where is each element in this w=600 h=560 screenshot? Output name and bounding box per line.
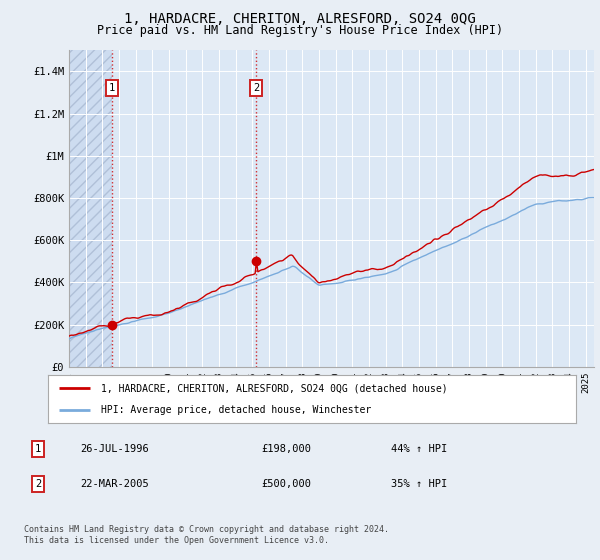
- Text: £500,000: £500,000: [261, 479, 311, 489]
- Text: 1: 1: [35, 444, 41, 454]
- Bar: [69, 50, 112, 367]
- Text: 22-MAR-2005: 22-MAR-2005: [80, 479, 149, 489]
- Text: 1, HARDACRE, CHERITON, ALRESFORD, SO24 0QG: 1, HARDACRE, CHERITON, ALRESFORD, SO24 0…: [124, 12, 476, 26]
- Text: Price paid vs. HM Land Registry's House Price Index (HPI): Price paid vs. HM Land Registry's House …: [97, 24, 503, 36]
- Text: 35% ↑ HPI: 35% ↑ HPI: [391, 479, 447, 489]
- Text: 2: 2: [35, 479, 41, 489]
- Text: £198,000: £198,000: [261, 444, 311, 454]
- Text: 1: 1: [109, 83, 115, 94]
- Text: Contains HM Land Registry data © Crown copyright and database right 2024.
This d: Contains HM Land Registry data © Crown c…: [24, 525, 389, 545]
- Text: 26-JUL-1996: 26-JUL-1996: [80, 444, 149, 454]
- Text: 2: 2: [253, 83, 259, 94]
- Bar: [69, 50, 112, 367]
- Text: 1, HARDACRE, CHERITON, ALRESFORD, SO24 0QG (detached house): 1, HARDACRE, CHERITON, ALRESFORD, SO24 0…: [101, 383, 448, 393]
- Text: 44% ↑ HPI: 44% ↑ HPI: [391, 444, 447, 454]
- Text: HPI: Average price, detached house, Winchester: HPI: Average price, detached house, Winc…: [101, 405, 371, 415]
